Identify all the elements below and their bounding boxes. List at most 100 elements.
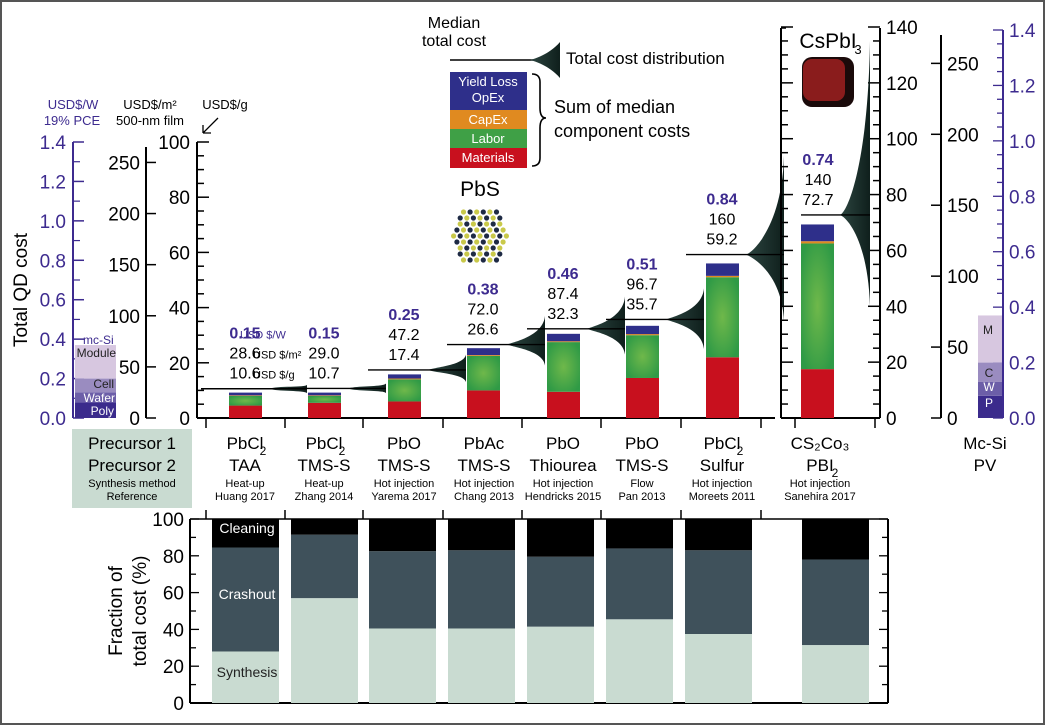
row-header-box: [72, 429, 192, 508]
usd-per-m2-tick-label: 0: [129, 409, 140, 430]
bar-segment-yield-loss-opex: [706, 263, 739, 276]
category-precursor2: TMS-S: [458, 456, 511, 475]
fraction-y-title-2: total cost (%): [130, 556, 151, 667]
atom: [497, 251, 503, 257]
category-precursor1: PbCl: [227, 434, 264, 453]
right-usd-per-m2-tick-label: 50: [947, 338, 968, 359]
median-usd-per-g: 17.4: [388, 347, 419, 364]
bar-segment-materials: [467, 390, 500, 418]
category-reference: Sanehira 2017: [784, 491, 856, 503]
atom: [500, 239, 506, 245]
atom: [457, 233, 463, 239]
category-mcsi-pv: PV: [974, 456, 997, 475]
mcsi-label-module: Module: [77, 346, 117, 360]
right-usd-per-g-tick-label: 0: [886, 409, 897, 430]
median-usd-per-w: 0.38: [467, 282, 498, 299]
fraction-segment-synthesis: [527, 626, 594, 703]
median-usd-per-w: 0.51: [626, 256, 657, 273]
median-usd-per-g: 35.7: [626, 296, 657, 313]
fraction-segment-synthesis: [212, 651, 279, 703]
right-usd-per-m2-tick-label: 0: [947, 409, 958, 430]
y-axis-title: Total QD cost: [11, 232, 32, 347]
legend-distribution-shape: [530, 42, 560, 78]
material-label-cspbi3-sub: 3: [854, 42, 861, 57]
usd-per-w-sublabel: 19% PCE: [44, 113, 101, 128]
usd-per-m2-tick-label: 200: [108, 205, 140, 226]
category-method: Hot injection: [533, 478, 594, 490]
category-precursor2: Thiourea: [529, 456, 597, 475]
category-method: Flow: [630, 478, 653, 490]
median-usd-per-g: 32.3: [547, 306, 578, 323]
right-usd-per-g-tick-label: 20: [886, 353, 907, 374]
right-usd-per-w-tick-label: 0.2: [1009, 354, 1035, 375]
bar-segment-capex: [626, 334, 659, 336]
atom: [467, 227, 473, 233]
median-usd-per-m2: 87.4: [547, 286, 578, 303]
category-precursor1: PbO: [387, 434, 421, 453]
legend-swatch-materials: [450, 148, 527, 168]
atom: [477, 245, 483, 251]
fraction-segment-synthesis: [369, 628, 436, 703]
atom: [477, 221, 483, 227]
atom: [480, 257, 486, 263]
right-usd-per-w-tick-label: 0.0: [1009, 409, 1035, 430]
mcsi-segment-module: [75, 345, 116, 379]
atom: [457, 245, 463, 251]
median-usd-per-m2: 28.6: [229, 346, 260, 363]
category-precursor1-sub: 2: [339, 444, 346, 458]
mcsi-label-wafer: Wafer: [83, 391, 115, 405]
median-usd-per-g: 26.6: [467, 322, 498, 339]
fraction-segment-cleaning: [212, 519, 279, 548]
mcsi-segment-cell: [75, 378, 116, 393]
usd-per-g-tick-label: 40: [169, 299, 190, 320]
category-precursor2: TMS-S: [378, 456, 431, 475]
fraction-segment-cleaning: [527, 519, 594, 557]
mcsi-pv-label-m: M: [983, 323, 993, 337]
right-usd-per-w-tick-label: 0.8: [1009, 187, 1035, 208]
legend-swatch-labor: [450, 129, 527, 148]
median-usd-per-w: 0.84: [706, 192, 737, 209]
atom: [500, 227, 506, 233]
atom: [490, 245, 496, 251]
fraction-segment-crashout: [448, 550, 515, 629]
fraction-segment-synthesis: [448, 628, 515, 703]
fraction-label-cleaning: Cleaning: [219, 520, 274, 536]
atom: [490, 251, 496, 257]
atom: [460, 227, 467, 233]
mcsi-pv-label-p: P: [985, 396, 993, 410]
bar-segment-labor: [706, 277, 739, 358]
row-header-method: Synthesis method: [88, 478, 175, 490]
atom: [490, 221, 496, 227]
bar-segment-capex: [706, 275, 739, 278]
right-usd-per-w-tick-label: 0.4: [1009, 298, 1036, 319]
category-mcsi: Mc-Si: [963, 434, 1006, 453]
category-precursor2: PBI: [806, 456, 833, 475]
bar-segment-materials: [229, 405, 262, 418]
atom: [467, 257, 473, 263]
category-precursor1: CS₂Co₃: [791, 434, 850, 453]
mcsi-segment-wafer: [75, 392, 116, 403]
right-usd-per-g-tick-label: 140: [886, 18, 918, 39]
right-usd-per-w-tick-label: 1.0: [1009, 132, 1035, 153]
atom: [454, 227, 460, 233]
usd-per-m2-unit-label: USD$/m²: [123, 97, 177, 112]
usd-per-w-tick-label: 1.0: [40, 212, 66, 233]
atom: [487, 239, 493, 245]
category-precursor1: PbAc: [464, 434, 505, 453]
bar-segment-materials: [308, 402, 341, 418]
median-usd-per-g: 72.7: [802, 192, 833, 209]
atom: [464, 251, 470, 257]
mcsi-segment-poly: [75, 402, 116, 418]
atom: [460, 257, 467, 263]
bar-segment-yield-loss-opex: [801, 224, 834, 242]
right-usd-per-m2-tick-label: 200: [947, 125, 979, 146]
atom: [484, 215, 490, 221]
row-header-reference: Reference: [107, 491, 158, 503]
category-reference: Chang 2013: [454, 491, 514, 503]
atom: [467, 239, 473, 245]
atom: [474, 227, 480, 233]
usd-per-w-tick-label: 0.0: [40, 409, 66, 430]
atom: [503, 233, 509, 239]
usd-per-w-tick-label: 1.4: [40, 133, 67, 154]
